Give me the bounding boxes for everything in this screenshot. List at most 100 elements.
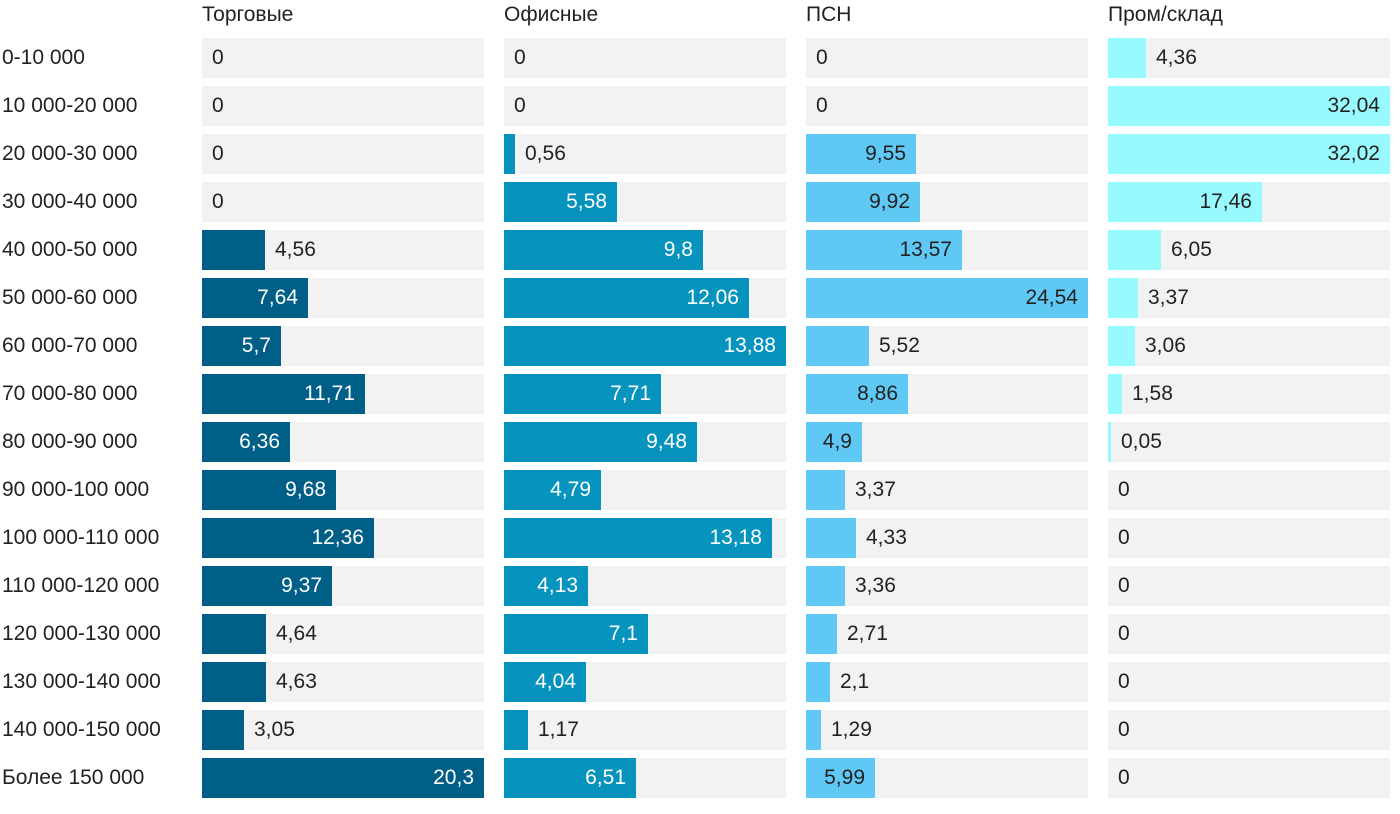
bar-track: 4,13	[504, 566, 786, 606]
bar-track: 12,06	[504, 278, 786, 318]
bar	[504, 662, 586, 702]
category-label: 20 000-30 000	[2, 142, 138, 165]
bar-track: 4,9	[806, 422, 1088, 462]
bar-value-label: 5,58	[566, 190, 607, 213]
bar	[504, 518, 772, 558]
bar-track: 4,36	[1108, 38, 1390, 78]
bar-value-label: 3,37	[1148, 286, 1189, 309]
bar-track: 12,36	[202, 518, 484, 558]
bar	[504, 374, 661, 414]
bar	[1108, 374, 1122, 414]
bar	[504, 422, 697, 462]
bar	[806, 182, 920, 222]
bar-value-label: 13,88	[723, 334, 776, 357]
bar-value-label: 20,3	[433, 766, 474, 789]
bar	[806, 758, 875, 798]
bar	[504, 566, 588, 606]
bar-track: 4,63	[202, 662, 484, 702]
bar-track: 11,71	[202, 374, 484, 414]
bar-track: 0	[1108, 710, 1390, 750]
bar-track: 0	[504, 38, 786, 78]
bar	[806, 278, 1088, 318]
bar	[806, 230, 962, 270]
bar-track: 0	[1108, 518, 1390, 558]
bar	[202, 518, 374, 558]
bar-track: 32,02	[1108, 134, 1390, 174]
bar	[1108, 134, 1390, 174]
category-label: 80 000-90 000	[2, 430, 138, 453]
bar	[202, 422, 290, 462]
bar-value-label: 3,37	[855, 478, 896, 501]
bar-track: 2,1	[806, 662, 1088, 702]
bar-value-label: 4,56	[275, 238, 316, 261]
bar-track: 1,17	[504, 710, 786, 750]
bar-value-label: 9,37	[281, 574, 322, 597]
bar-value-label: 4,63	[276, 670, 317, 693]
bar-value-label: 2,71	[847, 622, 888, 645]
bar	[806, 614, 837, 654]
bar	[202, 374, 365, 414]
bar-value-label: 4,13	[537, 574, 578, 597]
bar-value-label: 8,86	[857, 382, 898, 405]
bar-value-label: 4,79	[550, 478, 591, 501]
category-label: 90 000-100 000	[2, 478, 150, 501]
bar-track: 0	[202, 182, 484, 222]
bar	[504, 278, 749, 318]
bar-value-label: 0	[1118, 670, 1130, 693]
bar-track: 4,33	[806, 518, 1088, 558]
category-label: 110 000-120 000	[2, 574, 160, 597]
bar	[1108, 230, 1161, 270]
bar-track: 13,88	[504, 326, 786, 366]
bar-value-label: 3,06	[1145, 334, 1186, 357]
bar-track: 0,56	[504, 134, 786, 174]
bar	[806, 662, 830, 702]
bar	[1108, 86, 1390, 126]
bar-value-label: 9,8	[663, 238, 693, 261]
bar-track: 9,55	[806, 134, 1088, 174]
series-title-торговые: Торговые	[202, 3, 294, 26]
category-label: 30 000-40 000	[2, 190, 138, 213]
bar-track: 7,1	[504, 614, 786, 654]
bar-value-label: 0	[514, 94, 526, 117]
bar-track: 9,92	[806, 182, 1088, 222]
category-label: 0-10 000	[2, 46, 85, 69]
bar-track: 3,05	[202, 710, 484, 750]
bar-value-label: 0	[514, 46, 526, 69]
bar-value-label: 7,64	[257, 286, 298, 309]
bar	[806, 422, 862, 462]
bar-track: 0	[1108, 662, 1390, 702]
bar-track: 5,58	[504, 182, 786, 222]
bar-track: 5,52	[806, 326, 1088, 366]
bar-track: 0	[806, 38, 1088, 78]
category-label: 10 000-20 000	[2, 94, 138, 117]
bar-track: 8,86	[806, 374, 1088, 414]
category-label: 130 000-140 000	[2, 670, 161, 693]
bar-value-label: 9,55	[865, 142, 906, 165]
bar	[504, 758, 636, 798]
bar-value-label: 0,05	[1121, 430, 1162, 453]
bar	[806, 566, 845, 606]
bar-value-label: 32,04	[1327, 94, 1380, 117]
bar-value-label: 1,29	[831, 718, 872, 741]
bar-track: 3,36	[806, 566, 1088, 606]
series-title-пром-склад: Пром/склад	[1108, 3, 1223, 26]
bar-value-label: 32,02	[1327, 142, 1380, 165]
bar-value-label: 6,51	[585, 766, 626, 789]
bar-value-label: 5,99	[824, 766, 865, 789]
bar-value-label: 3,05	[254, 718, 295, 741]
bar-value-label: 6,05	[1171, 238, 1212, 261]
bar-track: 0	[1108, 566, 1390, 606]
bar-value-label: 0	[1118, 766, 1130, 789]
bar	[1108, 326, 1135, 366]
bar-track: 9,8	[504, 230, 786, 270]
bar-track: 13,18	[504, 518, 786, 558]
bar	[202, 758, 484, 798]
category-label: 140 000-150 000	[2, 718, 161, 741]
bar-value-label: 0	[212, 142, 224, 165]
bar-value-label: 9,92	[869, 190, 910, 213]
category-label: 50 000-60 000	[2, 286, 138, 309]
bar-track: 6,51	[504, 758, 786, 798]
bar-track: 4,04	[504, 662, 786, 702]
bar-track: 7,64	[202, 278, 484, 318]
bar	[504, 470, 601, 510]
